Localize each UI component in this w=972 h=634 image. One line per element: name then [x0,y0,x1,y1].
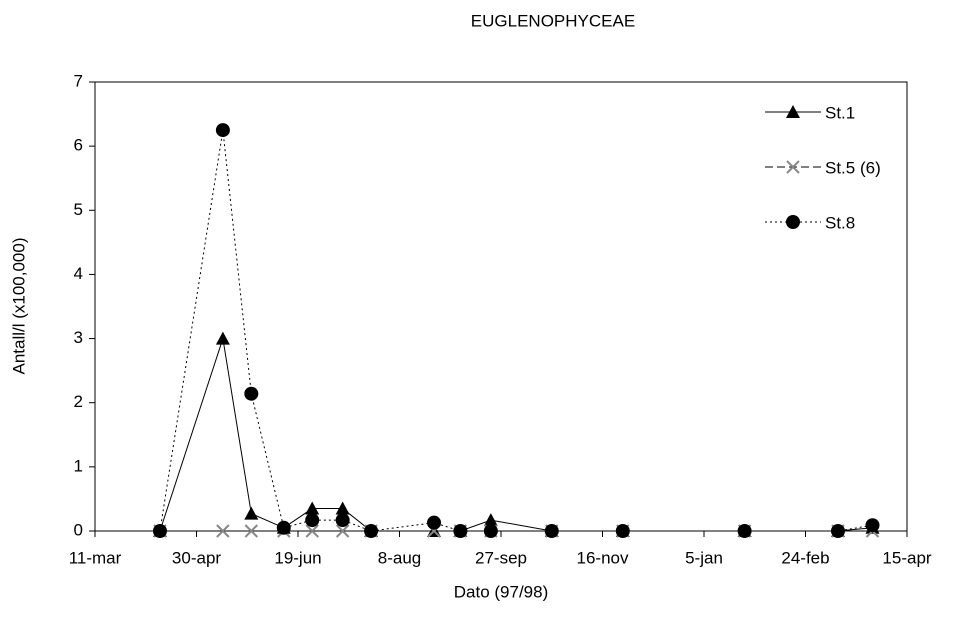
marker [244,386,259,401]
y-axis-label: Antall/l (x100,000) [9,237,28,374]
x-tick-label: 15-apr [882,548,931,567]
marker [335,501,350,515]
legend-label: St.5 (6) [825,158,881,177]
marker [453,524,468,538]
x-tick-label: 8-aug [378,548,421,567]
marker [830,524,845,538]
legend-label: St.1 [825,103,855,122]
y-tick-label: 2 [74,392,83,411]
x-tick-label: 30-apr [172,548,221,567]
marker [865,518,880,533]
marker [244,506,259,520]
legend-marker [786,215,800,229]
y-tick-label: 1 [74,456,83,475]
y-tick-label: 7 [74,71,83,90]
marker [216,524,230,538]
legend-marker [786,160,800,174]
y-tick-label: 5 [74,200,83,219]
marker [737,524,752,538]
marker [244,524,259,538]
marker [276,520,291,535]
legend-marker [786,105,800,118]
x-tick-label: 19-jun [274,548,321,567]
marker [305,513,320,528]
x-tick-label: 16-nov [577,548,629,567]
marker [335,524,350,538]
marker [215,123,230,138]
plot-frame [94,81,908,532]
marker [305,524,319,538]
y-tick-label: 3 [74,328,83,347]
marker [364,524,379,538]
marker [215,331,230,345]
x-tick-label: 5-jan [685,548,723,567]
y-tick-label: 6 [74,136,83,155]
marker [335,513,350,528]
x-axis-label: Dato (97/98) [454,582,549,601]
marker [483,513,498,527]
legend-label: St.8 [825,213,855,232]
series-line [159,130,873,532]
chart-title: EUGLENOPHYCEAE [471,11,635,30]
marker [483,524,498,538]
marker [152,524,167,538]
x-tick-label: 11-mar [69,548,122,567]
y-tick-label: 4 [74,264,83,283]
marker [615,524,630,538]
y-tick-label: 0 [74,520,83,539]
x-tick-label: 27-sep [475,548,527,567]
series-line [159,338,873,532]
marker [427,515,442,530]
marker [544,524,559,538]
x-tick-label: 24-feb [781,548,829,567]
marker [305,501,320,515]
